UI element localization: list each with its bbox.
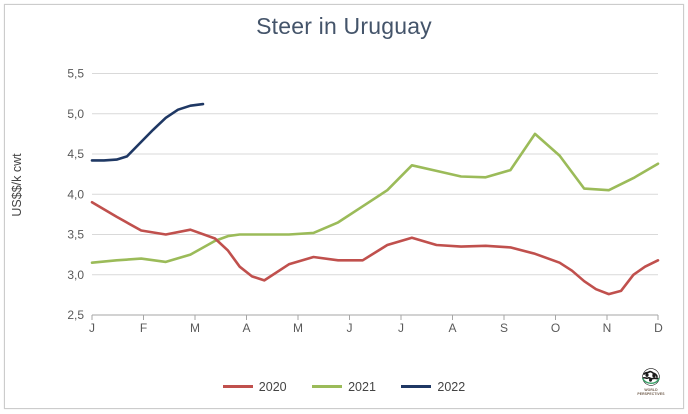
svg-text:4,5: 4,5 [67,147,84,161]
svg-text:4,0: 4,0 [67,187,84,201]
svg-text:O: O [551,321,560,335]
svg-text:N: N [603,321,612,335]
svg-text:5,0: 5,0 [67,107,84,121]
svg-text:2,5: 2,5 [67,308,84,322]
svg-text:A: A [448,321,456,335]
svg-text:M: M [190,321,200,335]
svg-text:M: M [293,321,303,335]
svg-text:A: A [242,321,250,335]
svg-text:D: D [654,321,663,335]
svg-text:J: J [398,321,404,335]
svg-text:3,0: 3,0 [67,268,84,282]
svg-text:F: F [140,321,147,335]
svg-text:3,5: 3,5 [67,228,84,242]
svg-text:S: S [500,321,508,335]
svg-text:J: J [347,321,353,335]
svg-text:J: J [89,321,95,335]
svg-text:5,5: 5,5 [67,67,84,81]
